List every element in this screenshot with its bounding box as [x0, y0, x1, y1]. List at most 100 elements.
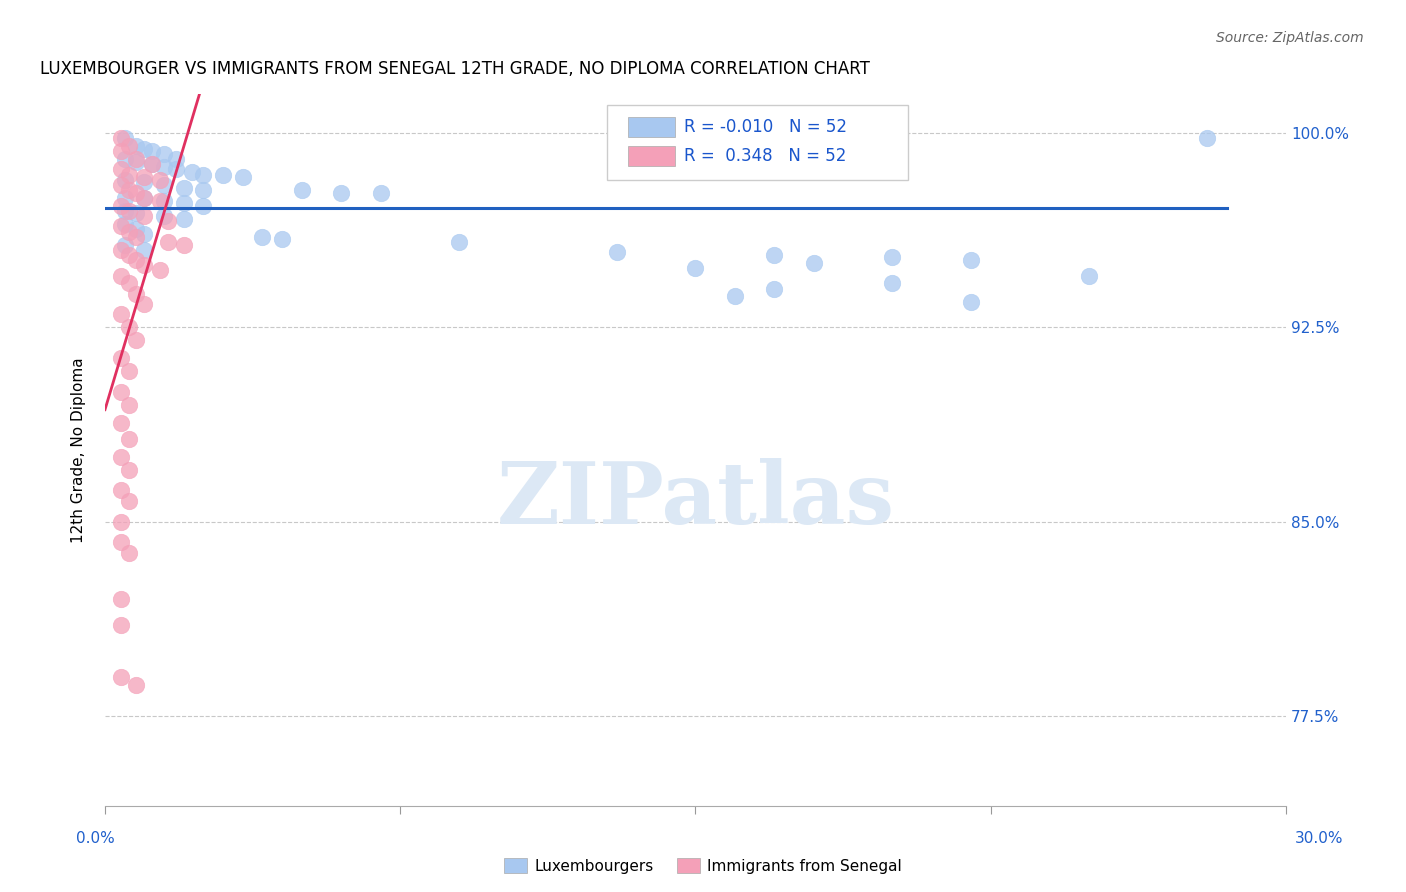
Point: [180, 165, 202, 179]
Point: [117, 225, 139, 239]
Point: [763, 281, 786, 295]
Point: [149, 263, 172, 277]
Point: [114, 217, 136, 231]
Point: [117, 248, 139, 262]
Point: [110, 131, 132, 145]
Text: ZIPatlas: ZIPatlas: [496, 458, 894, 542]
Point: [114, 191, 136, 205]
Point: [117, 493, 139, 508]
Point: [125, 334, 148, 348]
Point: [125, 229, 148, 244]
Point: [271, 232, 294, 246]
Point: [606, 245, 628, 260]
Point: [141, 145, 163, 159]
Point: [114, 173, 136, 187]
Point: [156, 235, 179, 249]
Point: [125, 253, 148, 268]
Point: [153, 160, 176, 174]
Point: [114, 131, 136, 145]
Point: [193, 168, 215, 182]
Text: R = -0.010   N = 52: R = -0.010 N = 52: [683, 118, 846, 136]
Point: [149, 173, 172, 187]
Point: [125, 154, 148, 169]
Point: [110, 308, 132, 322]
Bar: [628, 117, 675, 137]
FancyBboxPatch shape: [607, 105, 908, 180]
Point: [110, 515, 132, 529]
Point: [125, 186, 148, 200]
Point: [110, 199, 132, 213]
Point: [685, 260, 707, 275]
Point: [134, 191, 156, 205]
Point: [149, 194, 172, 208]
Point: [252, 229, 274, 244]
Point: [125, 222, 148, 236]
Point: [153, 178, 176, 192]
Point: [110, 385, 132, 400]
Point: [117, 545, 139, 559]
Point: [370, 186, 392, 200]
Point: [110, 483, 132, 498]
Point: [125, 286, 148, 301]
Point: [117, 277, 139, 291]
Point: [1197, 131, 1219, 145]
Point: [882, 251, 904, 265]
Point: [117, 203, 139, 218]
Point: [117, 183, 139, 197]
Point: [125, 139, 148, 153]
Point: [330, 186, 353, 200]
Text: R =  0.348   N = 52: R = 0.348 N = 52: [683, 146, 846, 165]
Point: [134, 142, 156, 156]
Point: [134, 258, 156, 272]
Point: [110, 178, 132, 192]
Point: [114, 152, 136, 166]
Point: [193, 199, 215, 213]
Y-axis label: 12th Grade, No Diploma: 12th Grade, No Diploma: [72, 358, 86, 543]
Point: [134, 176, 156, 190]
Point: [110, 450, 132, 464]
Point: [117, 139, 139, 153]
Point: [724, 289, 747, 303]
Point: [117, 463, 139, 477]
Point: [110, 219, 132, 234]
Point: [125, 152, 148, 166]
Point: [173, 211, 195, 226]
Point: [153, 194, 176, 208]
Point: [134, 243, 156, 257]
Point: [110, 618, 132, 632]
Point: [882, 277, 904, 291]
Point: [141, 157, 163, 171]
Text: Source: ZipAtlas.com: Source: ZipAtlas.com: [1216, 31, 1364, 45]
Point: [110, 268, 132, 283]
Point: [117, 364, 139, 378]
Text: 30.0%: 30.0%: [1295, 831, 1343, 846]
Point: [173, 196, 195, 211]
Point: [165, 162, 187, 177]
Point: [232, 170, 254, 185]
Point: [134, 170, 156, 185]
Point: [110, 145, 132, 159]
Point: [193, 183, 215, 197]
Point: [960, 294, 983, 309]
Point: [291, 183, 314, 197]
Point: [212, 168, 235, 182]
Point: [114, 203, 136, 218]
Point: [110, 243, 132, 257]
Point: [114, 237, 136, 252]
Point: [117, 398, 139, 412]
Point: [117, 320, 139, 334]
Point: [449, 235, 471, 249]
Point: [117, 168, 139, 182]
Text: LUXEMBOURGER VS IMMIGRANTS FROM SENEGAL 12TH GRADE, NO DIPLOMA CORRELATION CHART: LUXEMBOURGER VS IMMIGRANTS FROM SENEGAL …: [39, 60, 870, 78]
Point: [141, 157, 163, 171]
Legend: Luxembourgers, Immigrants from Senegal: Luxembourgers, Immigrants from Senegal: [498, 852, 908, 880]
Text: 0.0%: 0.0%: [76, 831, 115, 846]
Point: [110, 535, 132, 549]
Point: [110, 592, 132, 607]
Bar: [628, 145, 675, 166]
Point: [110, 162, 132, 177]
Point: [173, 237, 195, 252]
Point: [165, 152, 187, 166]
Point: [134, 209, 156, 223]
Point: [134, 297, 156, 311]
